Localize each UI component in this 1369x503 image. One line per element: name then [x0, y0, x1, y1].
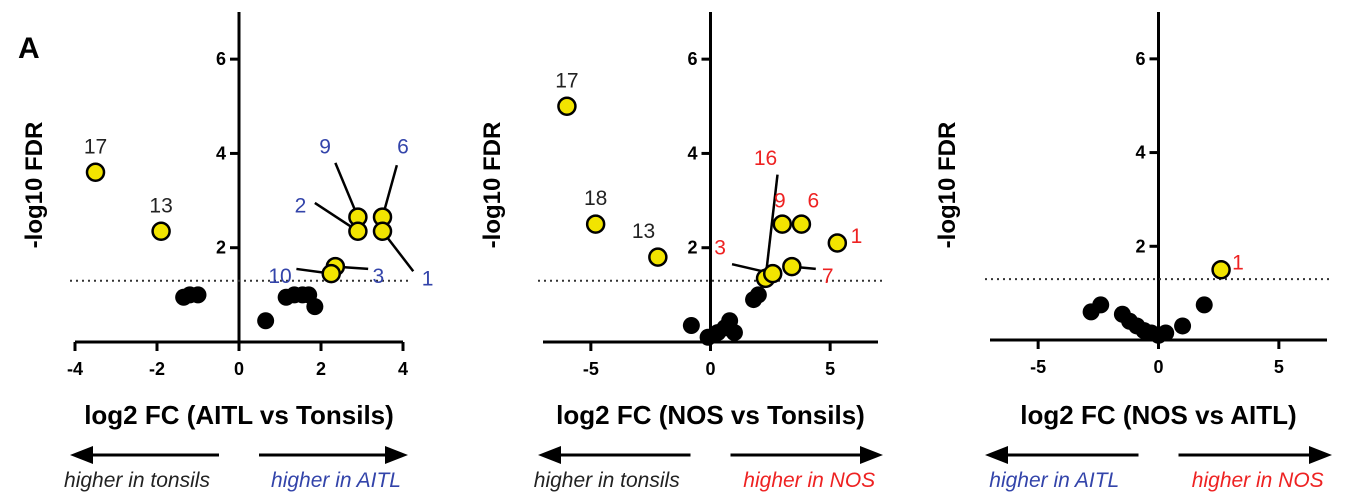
label-leader-line	[764, 174, 779, 279]
data-point	[306, 298, 324, 316]
volcano-panel-nos-vs-tonsils: 2 4 6 -5 0 5 -log10 FDR log2 FC (NOS vs Tonsils…	[479, 12, 883, 492]
x-axis-label: log2 FC (AITL vs Tonsils)	[84, 400, 394, 430]
highlighted-data-point	[372, 221, 393, 241]
x-tick-label: 2	[316, 359, 326, 379]
y-tick-label: 4	[1135, 143, 1145, 163]
data-point-label: 3	[714, 237, 726, 260]
y-tick-label: 4	[687, 143, 697, 163]
data-point-label: 17	[84, 135, 107, 158]
y-tick-label: 2	[1135, 236, 1145, 256]
data-point-label: 6	[397, 135, 409, 158]
arrow-right-head-icon	[385, 446, 408, 464]
highlighted-data-point	[348, 221, 368, 241]
arrow-right-label: higher in NOS	[743, 469, 875, 492]
data-point	[749, 286, 767, 304]
highlighted-data-point	[557, 96, 577, 117]
highlighted-data-point	[1211, 259, 1231, 280]
data-point-label: 6	[808, 190, 820, 213]
data-point	[1174, 317, 1192, 335]
x-axis-label: log2 FC (NOS vs Tonsils)	[556, 400, 865, 430]
y-axis-label: -log10 FDR	[21, 122, 48, 249]
arrow-left-head-icon	[70, 446, 93, 464]
x-tick-label: 5	[825, 359, 835, 379]
y-tick-label: 6	[1135, 49, 1145, 69]
data-point-label: 13	[149, 194, 172, 217]
volcano-panel-aitl-vs-tonsils: 2 4 6 -4 -2 0 2 4 -log10 FDR log2 FC (AITL vs Ton…	[21, 12, 433, 492]
data-point	[1092, 296, 1110, 314]
volcano-panel-nos-vs-aitl: 2 4 6 -5 0 5 -log10 FDR log2 FC (NOS vs AITL) hi…	[934, 12, 1332, 492]
highlighted-data-point	[772, 214, 793, 234]
highlighted-data-point	[827, 233, 848, 253]
y-axis-label: -log10 FDR	[934, 122, 961, 249]
data-point	[1157, 324, 1175, 342]
arrow-right-label: higher in NOS	[1192, 469, 1324, 492]
y-tick-label: 2	[687, 238, 697, 258]
data-point-label: 1	[1232, 252, 1244, 275]
arrow-right-head-icon	[860, 446, 883, 464]
data-point	[682, 317, 700, 334]
data-point-label: 10	[268, 265, 291, 288]
data-point-label: 9	[319, 135, 331, 158]
x-tick-label: -5	[1030, 357, 1046, 377]
highlighted-data-point	[782, 256, 802, 277]
data-point	[1195, 296, 1213, 314]
data-point-label: 7	[822, 265, 834, 288]
arrow-left-label: higher in AITL	[989, 469, 1119, 492]
x-tick-label: 4	[398, 359, 408, 379]
data-point	[189, 286, 207, 304]
highlighted-data-point	[648, 247, 668, 267]
x-tick-label: 0	[705, 359, 715, 379]
y-tick-label: 2	[216, 238, 226, 258]
arrow-left-label: higher in tonsils	[64, 469, 210, 492]
arrow-left-head-icon	[985, 446, 1008, 464]
data-point-label: 3	[373, 265, 385, 288]
x-tick-label: 5	[1274, 357, 1284, 377]
data-point-label: 13	[632, 220, 655, 243]
data-point-label: 16	[754, 147, 777, 170]
highlighted-data-point	[762, 263, 783, 284]
data-point-label: 1	[851, 225, 863, 248]
x-tick-label: -4	[67, 359, 83, 379]
x-tick-label: 0	[234, 359, 244, 379]
y-tick-label: 6	[216, 49, 226, 69]
x-tick-label: 0	[1153, 357, 1163, 377]
x-tick-label: -2	[149, 359, 165, 379]
highlighted-data-point	[585, 214, 606, 234]
label-leader-line	[334, 162, 360, 218]
data-point-label: 9	[774, 190, 786, 213]
arrow-left-head-icon	[538, 446, 561, 464]
data-point-label: 1	[422, 267, 434, 290]
x-tick-label: -5	[583, 359, 599, 379]
y-tick-label: 6	[687, 49, 697, 69]
data-point-label: 18	[584, 187, 607, 210]
arrow-right-head-icon	[1309, 446, 1332, 464]
highlighted-data-point	[85, 162, 106, 183]
x-axis-label: log2 FC (NOS vs AITL)	[1020, 400, 1296, 430]
data-point	[257, 312, 275, 330]
y-tick-label: 4	[216, 143, 226, 163]
highlighted-data-point	[151, 221, 171, 241]
highlighted-data-point	[321, 263, 341, 284]
data-point-label: 2	[295, 194, 307, 217]
data-point-label: 17	[555, 69, 578, 92]
arrow-right-label: higher in AITL	[271, 469, 401, 492]
y-axis-label: -log10 FDR	[479, 122, 506, 249]
highlighted-data-point	[791, 214, 812, 234]
arrow-left-label: higher in tonsils	[534, 469, 680, 492]
panel-letter: A	[18, 32, 40, 65]
data-point	[725, 324, 743, 342]
